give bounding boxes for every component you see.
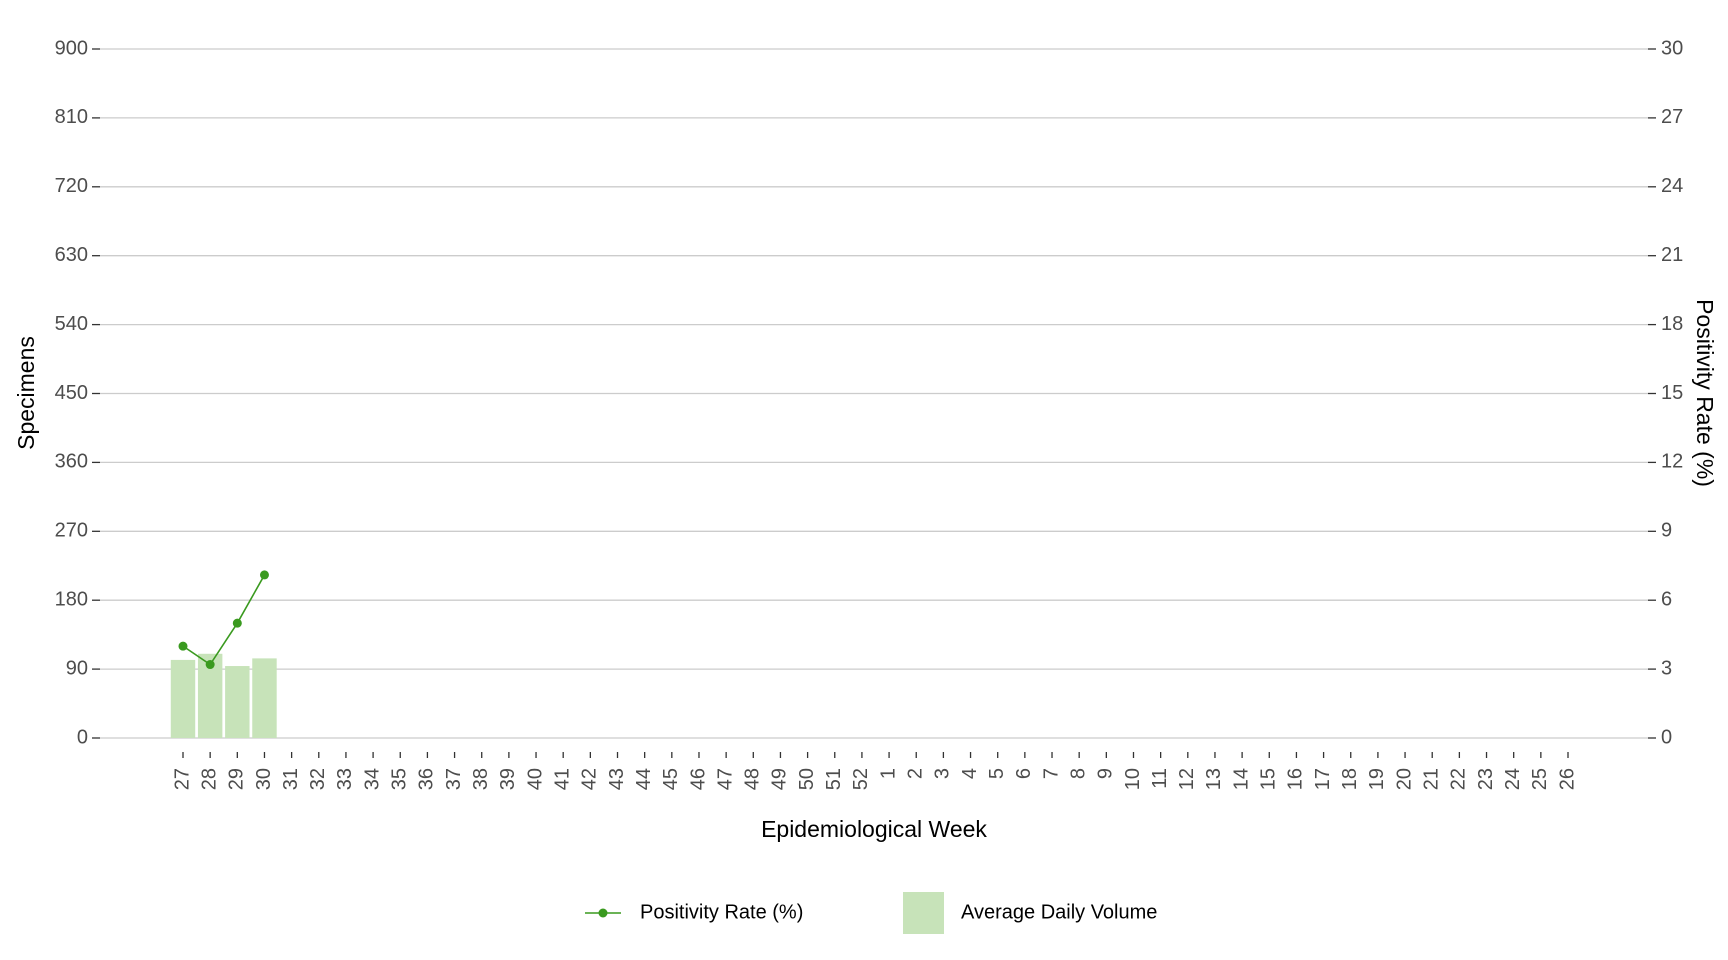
x-tick-label: 44 [633, 768, 655, 790]
x-tick-label: 32 [307, 768, 329, 790]
y-tick-label: 450 [55, 382, 88, 404]
x-tick-label: 36 [416, 768, 438, 790]
y-tick-label: 540 [55, 313, 88, 335]
x-tick-label: 39 [497, 768, 519, 790]
y2-tick-label: 30 [1661, 37, 1683, 59]
y-tick-label: 630 [55, 244, 88, 266]
x-tick-label: 22 [1448, 768, 1470, 790]
x-tick-label: 4 [959, 768, 981, 779]
x-tick-label: 37 [443, 768, 465, 790]
y2-axis-title: Positivity Rate (%) [1692, 299, 1718, 487]
x-tick-label: 21 [1420, 768, 1442, 790]
point [259, 570, 269, 580]
x-tick-label: 33 [334, 768, 356, 790]
y2-tick-label: 15 [1661, 382, 1683, 404]
x-tick-label: 20 [1393, 768, 1415, 790]
y-tick-label: 810 [55, 106, 88, 128]
x-tick-label: 35 [389, 768, 411, 790]
x-tick-label: 19 [1366, 768, 1388, 790]
x-tick-label: 14 [1230, 768, 1252, 790]
x-tick-label: 5 [986, 768, 1008, 779]
y-tick-label: 90 [66, 657, 88, 679]
x-tick-label: 38 [470, 768, 492, 790]
x-tick-label: 29 [226, 768, 248, 790]
x-tick-label: 26 [1556, 768, 1578, 790]
point [232, 618, 242, 628]
x-tick-label: 2 [905, 768, 927, 779]
x-tick-label: 18 [1339, 768, 1361, 790]
bar [170, 659, 196, 738]
x-tick-label: 51 [823, 768, 845, 790]
x-tick-label: 25 [1529, 768, 1551, 790]
y2-tick-label: 27 [1661, 106, 1683, 128]
x-tick-label: 1 [877, 768, 899, 779]
point [205, 660, 215, 670]
x-axis-title: Epidemiological Week [761, 816, 987, 842]
y-axis-title: Specimens [13, 336, 39, 450]
x-tick-label: 6 [1013, 768, 1035, 779]
legend-swatch [903, 892, 944, 934]
x-tick-label: 17 [1312, 768, 1334, 790]
bar [225, 666, 250, 738]
bar [252, 658, 277, 738]
x-tick-label: 30 [253, 768, 275, 790]
x-tick-label: 9 [1095, 768, 1117, 779]
x-tick-label: 7 [1040, 768, 1062, 779]
y-tick-label: 720 [55, 175, 88, 197]
legend-point [598, 908, 608, 918]
x-tick-label: 28 [198, 768, 220, 790]
line [182, 574, 266, 666]
legend-label: Average Daily Volume [961, 901, 1157, 923]
x-tick-label: 24 [1502, 768, 1524, 790]
x-tick-label: 27 [171, 768, 193, 790]
y-tick-label: 270 [55, 520, 88, 542]
x-tick-label: 15 [1258, 768, 1280, 790]
legend-label: Positivity Rate (%) [640, 901, 803, 923]
x-tick-label: 42 [579, 768, 601, 790]
x-tick-label: 13 [1203, 768, 1225, 790]
x-tick-label: 47 [714, 768, 736, 790]
x-tick-label: 41 [551, 768, 573, 790]
y2-tick-label: 21 [1661, 244, 1683, 266]
x-tick-label: 16 [1285, 768, 1307, 790]
x-tick-label: 31 [280, 768, 302, 790]
x-tick-label: 3 [932, 768, 954, 779]
y-tick-label: 0 [77, 726, 88, 748]
y-tick-label: 900 [55, 37, 88, 59]
x-tick-label: 8 [1067, 768, 1089, 779]
x-tick-label: 45 [660, 768, 682, 790]
y2-tick-label: 6 [1661, 588, 1672, 610]
x-tick-label: 48 [742, 768, 764, 790]
x-tick-label: 23 [1475, 768, 1497, 790]
x-tick-label: 40 [524, 768, 546, 790]
x-tick-label: 49 [769, 768, 791, 790]
y-tick-label: 180 [55, 588, 88, 610]
x-tick-label: 11 [1149, 768, 1171, 789]
y2-tick-label: 3 [1661, 657, 1672, 679]
y2-tick-label: 18 [1661, 313, 1683, 335]
x-tick-label: 50 [796, 768, 818, 790]
x-tick-label: 10 [1122, 768, 1144, 790]
y2-tick-label: 12 [1661, 451, 1683, 473]
x-tick-label: 52 [850, 768, 872, 790]
x-tick-label: 34 [361, 768, 383, 790]
x-tick-label: 46 [687, 768, 709, 790]
x-tick-label: 12 [1176, 768, 1198, 790]
x-tick-label: 43 [606, 768, 628, 790]
point [178, 641, 188, 651]
y2-tick-label: 24 [1661, 175, 1683, 197]
y2-tick-label: 0 [1661, 726, 1672, 748]
y-tick-label: 360 [55, 451, 88, 473]
y2-tick-label: 9 [1661, 520, 1672, 542]
